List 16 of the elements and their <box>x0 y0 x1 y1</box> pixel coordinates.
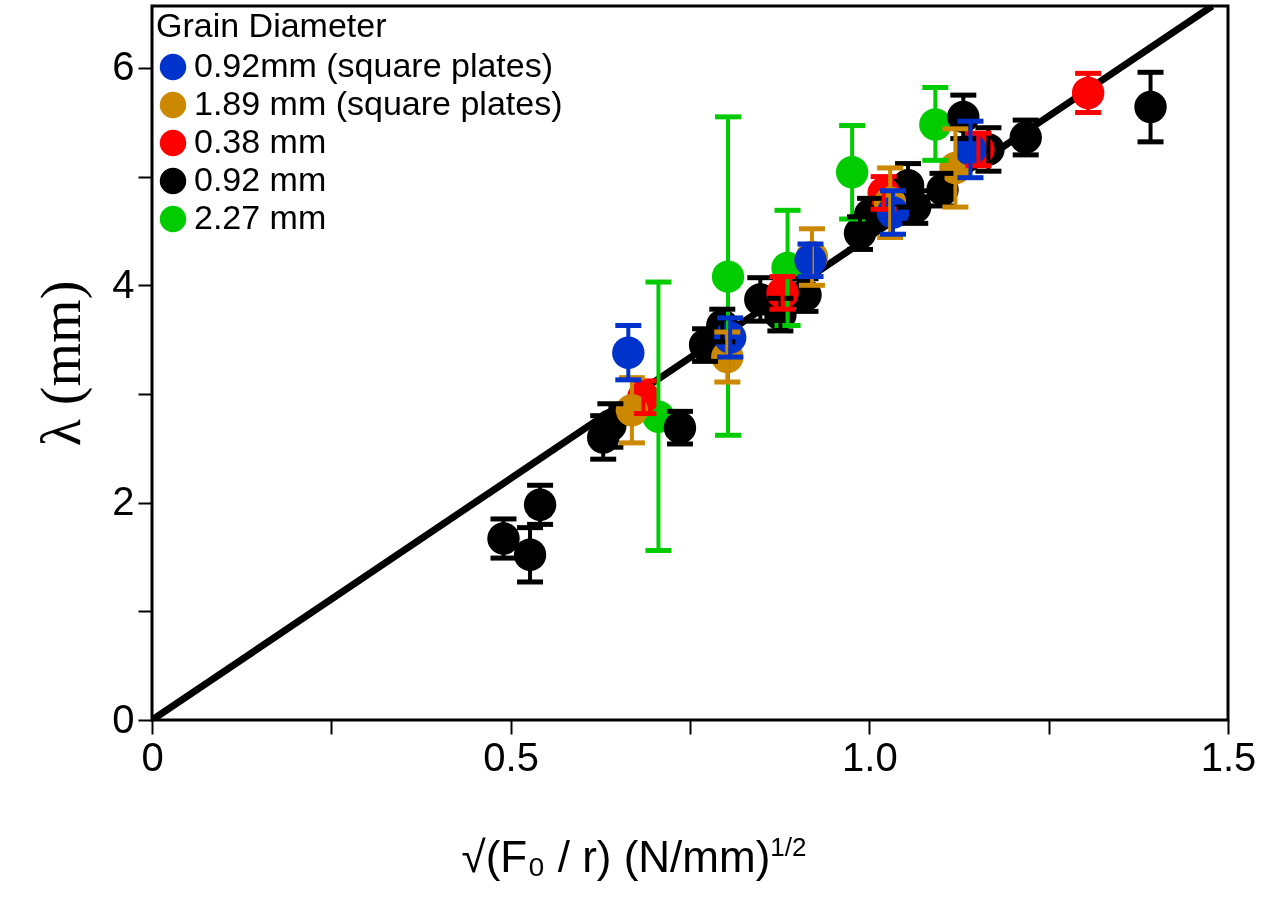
legend-label: 0.38 mm <box>194 122 327 160</box>
y-tick-label: 6 <box>112 44 135 89</box>
x-tick-label: 1.0 <box>842 734 898 779</box>
x-tick-label: 1.5 <box>1200 734 1257 779</box>
x-axis-title: √(F₀ / r) (N/mm)$^{1/2}$ <box>460 832 808 882</box>
y-axis-title: λ (mm) <box>30 280 94 447</box>
legend-label: 0.92mm (square plates) <box>194 46 554 84</box>
x-tick-label: 0.5 <box>483 734 539 779</box>
legend-label: 2.27 mm <box>194 198 327 236</box>
legend-label: 0.92 mm <box>194 160 327 198</box>
legend-label: 1.89 mm (square plates) <box>194 84 563 122</box>
legend-title: Grain Diameter <box>156 6 387 44</box>
y-tick-label: 0 <box>112 696 135 741</box>
x-tick-label: 0 <box>141 734 164 779</box>
y-tick-label: 2 <box>112 479 135 524</box>
y-tick-label: 4 <box>112 261 135 306</box>
